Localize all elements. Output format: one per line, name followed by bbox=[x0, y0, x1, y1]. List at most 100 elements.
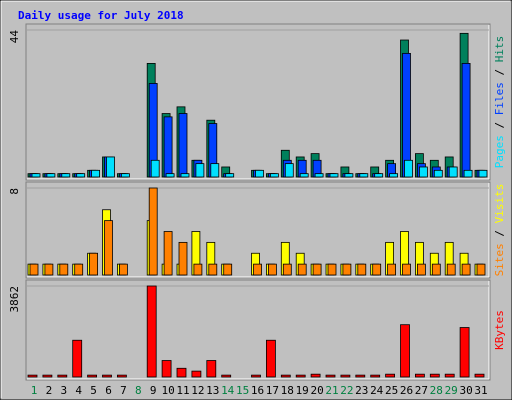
bar bbox=[178, 241, 188, 276]
bar bbox=[402, 52, 411, 178]
x-tick-label: 16 bbox=[251, 384, 264, 397]
legend-separator: / bbox=[493, 115, 506, 135]
legend-separator: / bbox=[493, 223, 506, 243]
bar bbox=[253, 263, 262, 276]
bar bbox=[400, 324, 410, 378]
x-tick-label: 12 bbox=[191, 384, 204, 397]
x-tick-label: 1 bbox=[31, 384, 38, 397]
bar bbox=[102, 374, 112, 378]
bar bbox=[104, 220, 113, 276]
bar bbox=[106, 156, 115, 178]
bar bbox=[91, 169, 100, 178]
bar bbox=[374, 173, 384, 178]
bar bbox=[295, 374, 306, 378]
bar bbox=[476, 263, 486, 276]
x-tick-label: 6 bbox=[105, 384, 112, 397]
bar bbox=[221, 374, 232, 378]
x-tick-label: 23 bbox=[355, 384, 368, 397]
bar bbox=[314, 173, 324, 178]
panel bbox=[25, 23, 491, 181]
x-tick-label: 20 bbox=[310, 384, 323, 397]
bar bbox=[385, 373, 396, 378]
bar bbox=[251, 374, 261, 378]
bar bbox=[418, 166, 428, 178]
bar bbox=[148, 187, 158, 276]
legend-entry: KBytes bbox=[493, 310, 506, 350]
bar bbox=[414, 373, 425, 378]
bar bbox=[180, 173, 190, 178]
bar bbox=[312, 263, 322, 276]
legend-entry: Hits bbox=[493, 36, 506, 63]
x-tick-label: 8 bbox=[135, 384, 142, 397]
bar bbox=[195, 163, 205, 178]
bar bbox=[463, 169, 473, 178]
bar bbox=[87, 374, 97, 378]
bar bbox=[208, 263, 218, 276]
x-tick-label: 31 bbox=[474, 384, 487, 397]
bar bbox=[299, 173, 309, 178]
bar bbox=[161, 360, 172, 378]
x-tick-label: 3 bbox=[60, 384, 67, 397]
x-tick-label: 21 bbox=[325, 384, 338, 397]
bar bbox=[119, 263, 128, 276]
bar bbox=[282, 263, 292, 276]
x-tick-label: 17 bbox=[266, 384, 279, 397]
bar bbox=[178, 113, 188, 178]
bar bbox=[297, 263, 307, 276]
bar bbox=[433, 169, 443, 178]
legend: Sites / Visits bbox=[493, 184, 506, 277]
bar bbox=[163, 231, 173, 276]
x-tick-label: 26 bbox=[400, 384, 413, 397]
bar bbox=[344, 173, 354, 178]
bar bbox=[474, 373, 485, 378]
bar bbox=[431, 263, 441, 276]
bar bbox=[370, 374, 381, 378]
bar bbox=[448, 166, 458, 178]
bar bbox=[61, 173, 71, 178]
x-tick-label: 28 bbox=[430, 384, 443, 397]
x-tick-label: 25 bbox=[385, 384, 398, 397]
legend-separator: / bbox=[493, 62, 506, 82]
chart-title: Daily usage for July 2018 bbox=[18, 9, 184, 22]
y-tick-label: 3862 bbox=[8, 286, 21, 313]
bar bbox=[310, 373, 321, 378]
bar bbox=[327, 263, 337, 276]
x-tick-label: 5 bbox=[90, 384, 97, 397]
x-tick-label: 29 bbox=[445, 384, 458, 397]
bar bbox=[459, 327, 470, 378]
x-tick-label: 18 bbox=[281, 384, 294, 397]
bar bbox=[325, 374, 336, 378]
bar bbox=[46, 173, 56, 178]
x-tick-label: 15 bbox=[236, 384, 249, 397]
bar bbox=[355, 374, 366, 378]
x-tick-label: 14 bbox=[221, 384, 235, 397]
legend-entry: Pages bbox=[493, 135, 506, 168]
bar bbox=[29, 263, 39, 276]
bar bbox=[342, 263, 352, 276]
bar bbox=[387, 263, 397, 276]
bar bbox=[255, 169, 264, 178]
bar bbox=[42, 374, 53, 378]
bar bbox=[150, 159, 160, 178]
bar bbox=[76, 173, 86, 178]
bar bbox=[267, 263, 277, 276]
x-tick-label: 7 bbox=[120, 384, 127, 397]
bar bbox=[206, 360, 217, 378]
bar bbox=[340, 374, 351, 378]
bar bbox=[359, 173, 369, 178]
bar bbox=[72, 339, 83, 378]
x-tick-label: 4 bbox=[75, 384, 82, 397]
bar bbox=[446, 263, 456, 276]
bar bbox=[210, 163, 220, 178]
legend-entry: Files bbox=[493, 82, 506, 115]
bar bbox=[27, 374, 38, 378]
bar bbox=[478, 169, 488, 178]
bar bbox=[402, 263, 411, 276]
x-tick-label: 9 bbox=[150, 384, 157, 397]
x-tick-label: 19 bbox=[296, 384, 309, 397]
legend: Pages / Files / Hits bbox=[493, 36, 506, 169]
bar bbox=[146, 285, 157, 378]
y-tick-label: 8 bbox=[8, 188, 21, 195]
bar bbox=[389, 173, 399, 178]
